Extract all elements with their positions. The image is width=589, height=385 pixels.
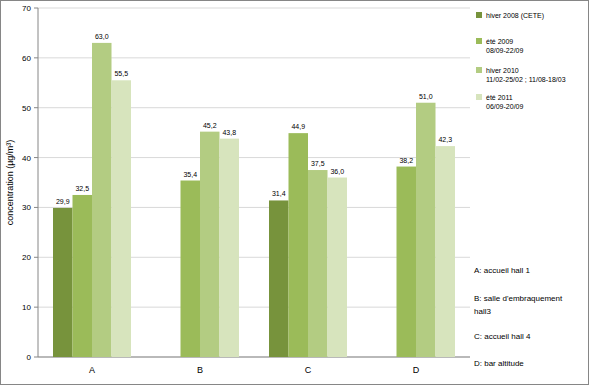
bar [73,195,93,357]
legend-swatch [476,12,482,18]
bar [289,133,309,357]
tick-label: 20 [22,253,31,262]
annotation: A: accueil hall 1 [474,266,531,275]
bar [112,80,132,357]
bar [416,103,436,357]
tick-mark [34,257,38,258]
data-label: 43,8 [222,129,236,136]
data-label: 51,0 [419,93,433,100]
data-label: 29,9 [56,198,70,205]
tick-mark [34,8,38,9]
data-label: 44,9 [291,123,305,130]
tick-label: 10 [22,303,31,312]
legend-label: hiver 2010 11/02-25/02 ; 11/08-18/03 [486,67,566,83]
text-line: A: accueil hall 1 [474,266,531,275]
tick-label: 0 [27,353,32,362]
bar [92,43,112,357]
bar [397,167,417,357]
bar [220,139,240,357]
annotation: C: accueil hall 4 [474,332,531,341]
bar [269,200,289,357]
text-line: 08/09-22/09 [486,47,523,54]
bar [328,178,348,357]
category-label: C [305,365,312,375]
tick-mark [34,57,38,58]
data-label: 38,2 [399,157,413,164]
bar [308,170,328,357]
tick-mark [34,157,38,158]
data-labels: 29,9 32,5 63,0 55,5 35,4 45,2 43,8 31,4 44,9 37,5… [56,33,452,205]
text-line: B: salle d'embraquement [474,294,563,303]
tick-mark [34,307,38,308]
tick-mark [34,107,38,108]
data-label: 42,3 [438,136,452,143]
legend-label: hiver 2008 (CETE) [486,12,544,20]
text-line: hall3 [474,307,491,316]
data-label: 37,5 [311,160,325,167]
text-line: C: accueil hall 4 [474,332,531,341]
text-line: D: bar altitude [474,359,524,368]
text-line: 11/02-25/02 ; 11/08-18/03 [486,76,566,83]
text-line: hiver 2010 [486,67,519,74]
chart: 0 10 20 30 40 50 60 70 concentration (µg/m³) 29,9… [0,0,589,385]
annotation: D: bar altitude [474,359,524,368]
category-label: B [197,365,203,375]
bar [200,132,220,357]
y-axis-label: concentration (µg/m³) [5,140,15,226]
data-label: 36,0 [330,168,344,175]
text-line: été 2009 [486,38,513,45]
tick-label: 30 [22,203,31,212]
tick-label: 70 [22,4,31,13]
legend-label: été 2011 06/09-20/09 [486,94,523,110]
tick-label: 60 [22,54,31,63]
grid-line [38,8,470,9]
legend-label: été 2009 08/09-22/09 [486,38,523,54]
data-label: 31,4 [272,190,286,197]
text-line: été 2011 [486,94,513,101]
category-label: A [89,365,95,375]
data-label: 45,2 [203,122,217,129]
bar [181,181,201,357]
data-label: 63,0 [95,33,109,40]
legend-swatch [476,67,482,73]
category-label: D [413,365,420,375]
annotation: B: salle d'embraquement hall3 [474,294,563,316]
tick-mark [34,207,38,208]
text-line: hiver 2008 (CETE) [486,12,544,20]
tick-label: 40 [22,154,31,163]
data-label: 32,5 [75,185,89,192]
text-line: 06/09-20/09 [486,103,523,110]
tick-label: 50 [22,104,31,113]
bars [53,43,455,357]
data-label: 35,4 [183,171,197,178]
chart-frame [1,1,589,385]
tick-mark [34,357,38,358]
y-axis-line [38,8,39,357]
bar [53,208,73,357]
legend-swatch [476,94,482,100]
bar [436,146,456,357]
legend-swatch [476,38,482,44]
data-label: 55,5 [114,70,128,77]
